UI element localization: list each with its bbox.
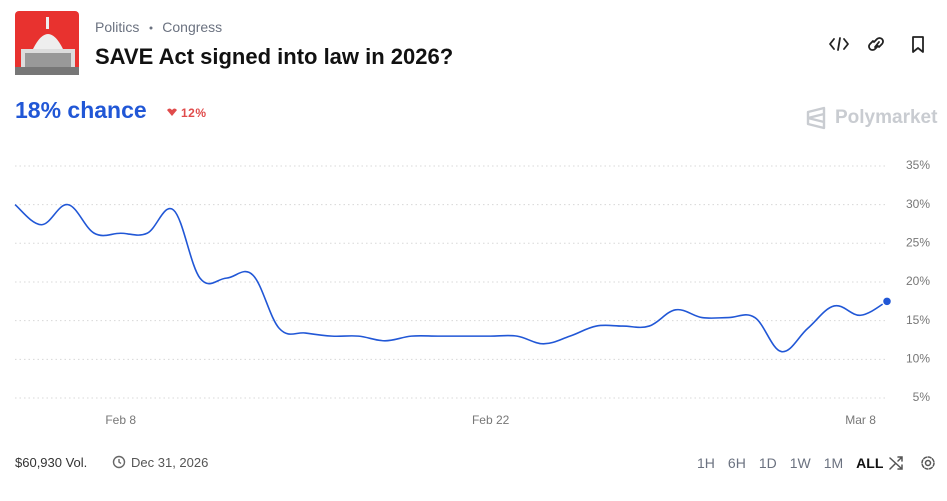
range-selector: 1H 6H 1D 1W 1M ALL [697,455,896,473]
y-tick-label: 30% [906,197,930,211]
embed-button[interactable] [829,37,849,51]
range-button[interactable]: 6H [727,455,746,471]
category[interactable]: Congress [162,19,223,35]
brand-logo [806,106,826,130]
x-tick-label: Feb 8 [105,413,136,427]
shuffle-button[interactable] [889,456,903,470]
change: 12% [181,106,207,120]
volume: $60,930 Vol. [15,455,88,470]
market-title: SAVE Act signed into law in 2026? [95,44,454,69]
link-button[interactable] [868,37,884,51]
clock-icon [112,455,126,469]
last-point [881,296,893,307]
toolbar [829,36,924,53]
settings-button[interactable] [921,456,935,470]
category[interactable]: Politics [95,19,140,35]
chance: 18% chance [15,97,147,123]
y-tick-label: 15% [906,313,930,327]
y-tick-label: 35% [906,158,930,172]
range-button[interactable]: 1M [823,455,844,471]
y-tick-label: 5% [913,390,931,404]
market-image [15,11,79,75]
range-button[interactable]: 1D [758,455,777,471]
change-icon [167,108,177,116]
y-tick-label: 20% [906,274,930,288]
x-tick-label: Mar 8 [845,413,876,427]
range-button[interactable]: 1W [789,455,811,471]
y-tick-label: 10% [906,351,930,365]
x-tick-label: Feb 22 [472,413,510,427]
end-date: Dec 31, 2026 [131,455,209,470]
y-tick-label: 25% [906,235,930,249]
separator [149,26,153,30]
chart-tools [889,456,935,470]
chart: 5% 10% 15% 20% 25% 30% 35% Feb 8 Feb 22 Mar 8 [14,158,931,427]
price-line [14,203,888,353]
brand: Polymarket [835,107,938,128]
range-button[interactable]: ALL [856,455,884,471]
breadcrumb: Politics Congress [95,19,222,37]
range-button[interactable]: 1H [697,455,715,471]
bookmark-button[interactable] [912,36,924,53]
